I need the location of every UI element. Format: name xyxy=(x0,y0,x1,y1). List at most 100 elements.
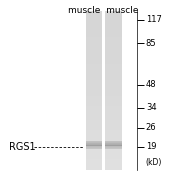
Bar xyxy=(86,135,102,138)
Bar xyxy=(86,141,102,142)
Bar xyxy=(105,109,122,112)
Bar xyxy=(86,35,102,37)
Bar xyxy=(105,35,122,37)
Bar xyxy=(86,61,102,64)
Bar xyxy=(105,143,122,144)
Bar xyxy=(86,19,102,21)
Bar xyxy=(105,58,122,61)
Bar xyxy=(105,133,122,136)
Bar xyxy=(86,66,102,69)
Text: 34: 34 xyxy=(146,103,156,112)
Bar xyxy=(86,101,102,104)
Bar xyxy=(86,130,102,133)
Text: muscle  muscle: muscle muscle xyxy=(68,6,139,15)
Bar xyxy=(86,122,102,125)
Bar xyxy=(86,157,102,159)
Bar xyxy=(105,45,122,48)
Bar xyxy=(105,112,122,114)
Bar xyxy=(86,37,102,40)
Bar xyxy=(86,143,102,144)
Bar xyxy=(86,109,102,112)
Bar xyxy=(86,154,102,157)
Bar xyxy=(86,72,102,75)
Bar xyxy=(86,64,102,67)
Bar xyxy=(105,145,122,146)
Bar xyxy=(105,82,122,85)
Bar xyxy=(86,127,102,130)
Bar xyxy=(105,167,122,170)
Bar xyxy=(86,29,102,32)
Bar xyxy=(86,11,102,14)
Bar xyxy=(86,16,102,19)
Bar xyxy=(105,117,122,120)
Bar xyxy=(86,13,102,16)
Bar xyxy=(105,77,122,80)
Bar xyxy=(86,142,102,143)
Bar xyxy=(86,56,102,59)
Bar xyxy=(105,120,122,122)
Bar xyxy=(105,147,122,148)
Bar xyxy=(86,117,102,120)
Text: 48: 48 xyxy=(146,80,156,89)
Bar xyxy=(86,24,102,27)
Bar xyxy=(105,66,122,69)
Bar xyxy=(86,133,102,136)
Bar xyxy=(105,85,122,88)
Bar xyxy=(86,74,102,77)
Bar xyxy=(105,101,122,104)
Bar xyxy=(105,149,122,152)
Bar xyxy=(86,96,102,98)
Bar xyxy=(105,11,122,14)
Bar xyxy=(86,167,102,170)
Bar xyxy=(86,90,102,93)
Bar xyxy=(105,88,122,91)
Bar xyxy=(86,145,102,146)
Bar xyxy=(86,159,102,162)
Bar xyxy=(105,146,122,147)
Bar xyxy=(105,37,122,40)
Bar xyxy=(105,29,122,32)
Bar xyxy=(105,154,122,157)
Bar xyxy=(105,32,122,35)
Bar xyxy=(105,103,122,106)
Bar xyxy=(105,141,122,144)
Bar xyxy=(105,96,122,98)
Bar xyxy=(86,143,102,146)
Bar xyxy=(86,146,102,147)
Bar xyxy=(105,151,122,154)
Bar xyxy=(86,145,102,146)
Bar xyxy=(86,32,102,35)
Bar xyxy=(86,165,102,167)
Bar xyxy=(86,120,102,122)
Bar xyxy=(105,142,122,143)
Bar xyxy=(105,48,122,51)
Bar xyxy=(105,64,122,67)
Bar xyxy=(86,80,102,82)
Bar xyxy=(105,162,122,165)
Bar xyxy=(105,157,122,159)
Bar xyxy=(105,69,122,72)
Bar xyxy=(86,98,102,101)
Bar xyxy=(86,85,102,88)
Bar xyxy=(105,130,122,133)
Bar xyxy=(86,162,102,165)
Bar xyxy=(86,50,102,53)
Bar xyxy=(86,48,102,51)
Bar xyxy=(86,88,102,91)
Bar xyxy=(86,40,102,43)
Bar xyxy=(105,19,122,21)
Bar xyxy=(86,149,102,152)
Bar xyxy=(86,45,102,48)
Bar xyxy=(105,143,122,146)
Bar xyxy=(86,42,102,45)
Bar xyxy=(86,141,102,144)
Bar xyxy=(105,144,122,145)
Bar xyxy=(86,114,102,117)
Bar xyxy=(105,125,122,128)
Bar xyxy=(105,61,122,64)
Bar xyxy=(105,72,122,75)
Bar xyxy=(105,16,122,19)
Bar xyxy=(105,93,122,96)
Bar xyxy=(105,114,122,117)
Bar xyxy=(86,69,102,72)
